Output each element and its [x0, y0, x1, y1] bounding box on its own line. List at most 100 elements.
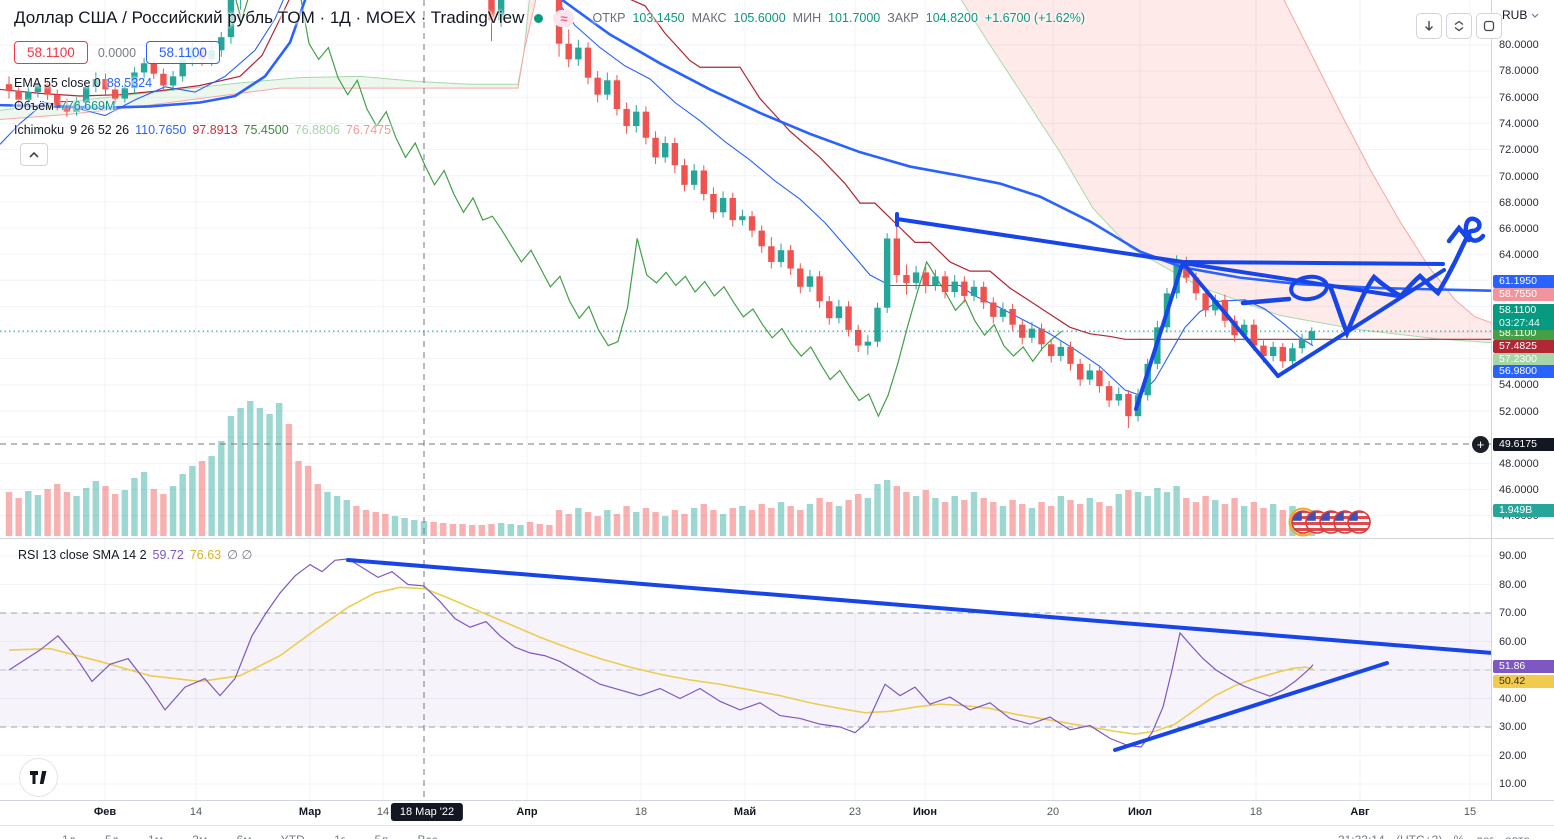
volume-label: Объём — [14, 99, 54, 113]
volume-value: 776.669M — [59, 99, 116, 113]
time-axis-tick: Авг — [1350, 806, 1370, 818]
price-label-chip: 57.4825 — [1493, 339, 1554, 353]
time-axis-tick: Июн — [913, 806, 937, 818]
rsi-indicator-pane[interactable] — [0, 538, 1491, 800]
buy-button[interactable]: 58.1100 — [146, 41, 220, 64]
crosshair — [0, 0, 1491, 538]
rsi-value-chip: 51.86 — [1493, 659, 1554, 673]
time-axis-tick: 23 — [848, 806, 862, 818]
price-axis-tick: 54.0000 — [1499, 379, 1539, 391]
market-status-icon — [534, 13, 544, 23]
time-axis-tick: 18 — [1249, 806, 1263, 818]
price-axis-tick: 72.0000 — [1499, 144, 1539, 156]
time-axis-tick: 15 — [1463, 806, 1477, 818]
price-axis-tick: 80.0000 — [1499, 39, 1539, 51]
time-axis-tick: Апр — [516, 806, 538, 818]
collapse-pane-button[interactable] — [1446, 13, 1472, 39]
ema-label: EMA 55 close 0 — [14, 76, 101, 90]
close-label: ЗАКР — [887, 11, 919, 25]
maximize-pane-button[interactable] — [1476, 13, 1502, 39]
volume-bars — [5, 401, 1315, 536]
price-axis-tick: 10.00 — [1499, 778, 1527, 790]
data-mode-icon: ≈ — [553, 9, 575, 27]
arrow-down-icon — [1425, 21, 1433, 31]
rsi-trendline-drawings — [346, 558, 1491, 752]
price-axis-tick: 52.0000 — [1499, 406, 1539, 418]
add-alert-plus-button[interactable]: + — [1472, 436, 1489, 453]
main-price-chart[interactable] — [0, 0, 1491, 538]
open-value: 103.1450 — [632, 11, 685, 25]
last-price-countdown-chip: 58.1100 03:27:44 — [1493, 304, 1554, 330]
flag-emoji-stickers[interactable] — [1288, 507, 1372, 537]
ichimoku-senkou-b-value: 76.7475 — [345, 123, 392, 137]
price-label-chip: 1.949B — [1493, 503, 1554, 517]
price-axis-tick: 76.0000 — [1499, 92, 1539, 104]
price-label-chip: 58.7550 — [1493, 287, 1554, 301]
price-axis-tick: 70.0000 — [1499, 171, 1539, 183]
change-value: +1.6700 (+1.62%) — [984, 11, 1085, 25]
indicator-row-ichimoku[interactable]: Ichimoku 9 26 52 26 110.7650 97.8913 75.… — [14, 123, 391, 137]
ichimoku-label: Ichimoku — [14, 123, 65, 137]
low-value: 101.7000 — [828, 11, 881, 25]
time-axis-tick: Мар — [298, 806, 322, 818]
collapse-legend-button[interactable] — [20, 143, 48, 166]
chikou-span-line — [235, 0, 1063, 418]
price-label-chip: 49.6175 — [1493, 437, 1554, 451]
price-axis-tick: 48.0000 — [1499, 458, 1539, 470]
scroll-to-recent-button[interactable] — [1416, 13, 1442, 39]
bottom-toolbar-clipped[interactable]: 1д 5д 1м 3м 6м YTD 1г 5л Все 21:33:14 (U… — [0, 825, 1554, 839]
symbol-title[interactable]: Доллар США / Российский рубль ТОМ · 1Д ·… — [14, 8, 525, 27]
fullscreen-icon — [1483, 20, 1495, 32]
rsi-value: 59.72 — [152, 547, 184, 562]
tradingview-logo[interactable] — [19, 758, 58, 797]
price-axis-tick: 64.0000 — [1499, 249, 1539, 261]
sell-button[interactable]: 58.1100 — [14, 41, 88, 64]
ichimoku-tenkan-value: 110.7650 — [135, 123, 187, 137]
high-label: МАКС — [691, 11, 727, 25]
currency-dropdown[interactable]: RUB — [1502, 8, 1539, 22]
price-axis-tick: 66.0000 — [1499, 223, 1539, 235]
main-grid — [0, 0, 1491, 538]
currency-label: RUB — [1502, 8, 1528, 22]
price-axis[interactable]: RUB 80.0000 78.0000 76.0000 74.0000 72.0000 7… — [1491, 0, 1554, 820]
price-label-chip: 61.1950 — [1493, 274, 1554, 288]
rsi-grid — [0, 538, 1491, 800]
indicator-row-volume[interactable]: Объём 776.669M — [14, 99, 115, 113]
crosshair-date-chip: 18 Мар '22 — [390, 803, 464, 821]
low-label: МИН — [792, 11, 822, 25]
time-axis-tick: Июл — [1127, 806, 1153, 818]
chevron-down-icon — [1531, 13, 1539, 18]
close-value: 104.8200 — [925, 11, 978, 25]
rsi-extra-values: ∅ ∅ — [227, 548, 253, 562]
rsi-line — [8, 558, 1314, 748]
time-axis-tick: 18 — [634, 806, 648, 818]
ichimoku-senkou-a-value: 76.8806 — [294, 123, 340, 137]
chevron-up-icon — [29, 151, 39, 158]
price-label-chip: 56.9800 — [1493, 364, 1554, 378]
tenkan-sen-line — [0, 0, 1314, 396]
price-axis-tick: 46.0000 — [1499, 484, 1539, 496]
open-label: ОТКР — [592, 11, 626, 25]
rsi-label: RSI 13 close SMA 14 2 — [18, 547, 147, 562]
price-axis-tick: 74.0000 — [1499, 118, 1539, 130]
price-axis-tick: 68.0000 — [1499, 197, 1539, 209]
time-axis-tick: Май — [733, 806, 757, 818]
rsi-sma-value: 76.63 — [189, 547, 222, 562]
rsi-sma-line — [8, 586, 1314, 735]
time-axis[interactable]: Фев 14 Мар 14 Апр 18 Май 23 Июн 20 Июл 18 Авг 15 18 Ма… — [0, 800, 1554, 826]
us-flag-emoji — [1348, 511, 1370, 533]
rsi-value-chip: 50.42 — [1493, 674, 1554, 688]
price-axis-tick: 70.00 — [1499, 607, 1527, 619]
indicator-row-ema[interactable]: EMA 55 close 0 88.5324 — [14, 76, 152, 90]
indicator-row-rsi[interactable]: RSI 13 close SMA 14 2 59.72 76.63 ∅ ∅ — [18, 547, 253, 563]
clock-and-scale-row[interactable]: 21:33:14 (UTC+3) % лог авто — [1338, 833, 1530, 839]
pane-separator[interactable] — [0, 538, 1554, 539]
trendline-drawings — [895, 212, 1486, 411]
price-axis-tick: 78.0000 — [1499, 65, 1539, 77]
range-selector-row[interactable]: 1д 5д 1м 3м 6м YTD 1г 5л Все — [62, 833, 438, 839]
price-axis-tick: 90.00 — [1499, 550, 1527, 562]
tv-logo-icon — [30, 771, 47, 784]
time-axis-tick: Фев — [93, 806, 117, 818]
high-value: 105.6000 — [733, 11, 786, 25]
